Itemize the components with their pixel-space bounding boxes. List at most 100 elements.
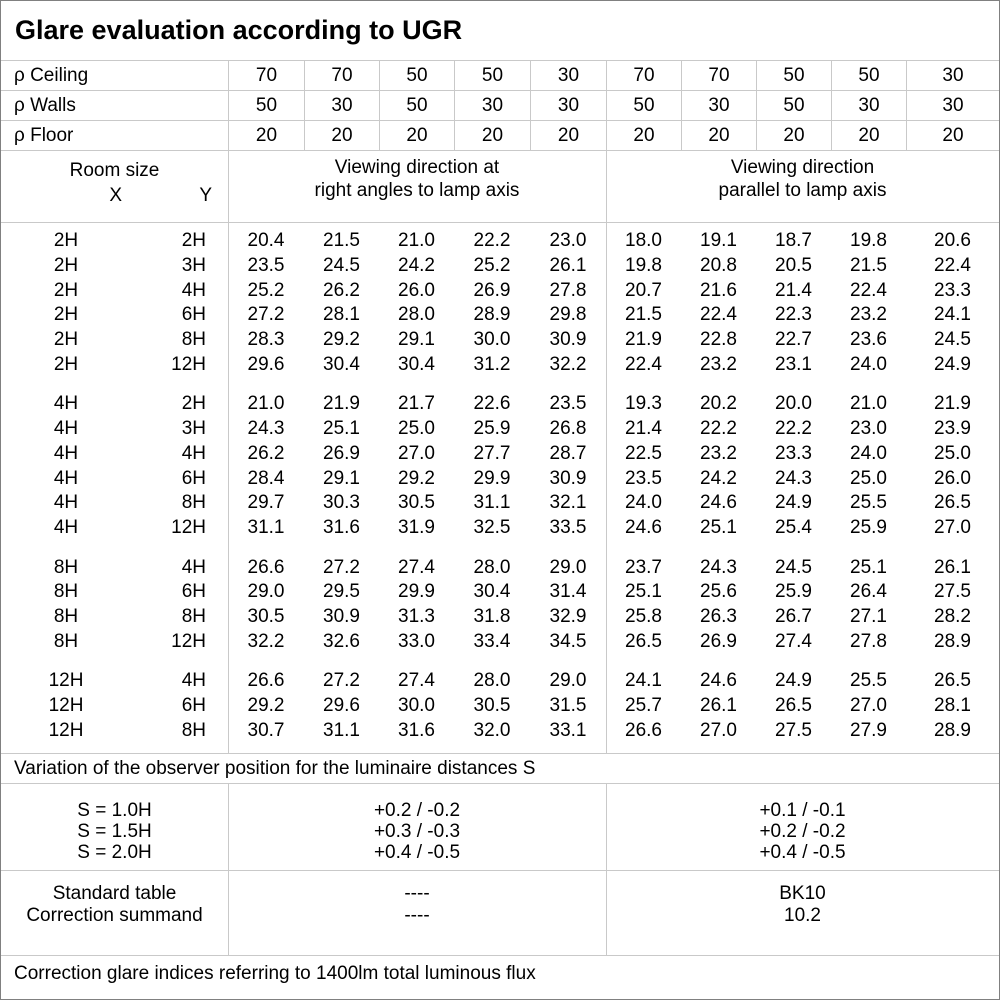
spacing-value-right-angles: +0.3 / -0.3 (373, 821, 461, 842)
ugr-value-parallel: 22.4 (700, 304, 737, 326)
ugr-value-parallel: 22.4 (850, 279, 887, 301)
room-y: 6H (181, 695, 206, 717)
ugr-value-parallel: 25.0 (934, 442, 971, 464)
room-x: 4H (53, 492, 79, 514)
room-y: 6H (181, 467, 206, 489)
room-y: 12H (171, 353, 206, 375)
ugr-value-parallel: 19.8 (850, 230, 887, 252)
room-y: 12H (171, 516, 206, 538)
ugr-value-parallel: 27.8 (850, 630, 887, 652)
ugr-value-right-angles: 30.5 (247, 605, 285, 627)
ugr-value-parallel: 28.2 (934, 605, 971, 627)
ugr-value-parallel: 25.6 (700, 581, 737, 603)
room-x: 8H (53, 556, 79, 578)
ugr-value-right-angles: 29.1 (398, 329, 435, 351)
ugr-value-parallel: 27.4 (775, 630, 812, 652)
ugr-value-parallel: 21.5 (850, 255, 887, 277)
room-x: 2H (53, 304, 79, 326)
reflectance-value: 70 (304, 61, 379, 90)
room-x: 12H (48, 695, 84, 717)
ugr-value-right-angles: 30.7 (247, 719, 285, 741)
ugr-table-row: 2H 6H 27.2 28.1 28.0 28.9 29.8 21.5 22.4 22.3 23.2… (1, 303, 999, 328)
ugr-value-parallel: 23.0 (850, 418, 887, 440)
ugr-value-parallel: 24.3 (700, 556, 737, 578)
ugr-value-parallel: 26.5 (625, 630, 662, 652)
ugr-value-right-angles: 24.2 (398, 255, 435, 277)
ugr-value-right-angles: 29.0 (549, 556, 587, 578)
ugr-value-right-angles: 27.8 (549, 279, 587, 301)
summary-row: Correction summand ---- 10.2 (1, 905, 999, 927)
variation-note: Variation of the observer position for t… (1, 754, 999, 784)
ugr-value-parallel: 26.0 (934, 467, 971, 489)
ugr-value-parallel: 24.0 (850, 353, 887, 375)
ugr-value-right-angles: 33.4 (473, 630, 511, 652)
reflectance-value: 20 (379, 121, 454, 150)
ugr-value-parallel: 22.4 (934, 255, 971, 277)
ugr-value-right-angles: 31.8 (473, 605, 511, 627)
ugr-value-right-angles: 26.2 (323, 279, 360, 301)
ugr-value-parallel: 25.0 (850, 467, 887, 489)
ugr-value-right-angles: 27.0 (398, 442, 435, 464)
ugr-value-parallel: 23.2 (700, 353, 737, 375)
ugr-value-right-angles: 32.1 (549, 492, 587, 514)
reflectance-label: ρ Ceiling (14, 64, 89, 86)
ugr-value-right-angles: 27.2 (323, 670, 360, 692)
ugr-value-right-angles: 29.5 (323, 581, 360, 603)
room-y: 4H (181, 442, 206, 464)
ugr-value-right-angles: 28.0 (473, 670, 511, 692)
ugr-value-right-angles: 25.9 (473, 418, 511, 440)
ugr-value-right-angles: 30.4 (398, 353, 435, 375)
reflectance-section: ρ Ceiling 70 70 50 50 30 70 70 50 50 30 ρ Walls 50 30… (1, 61, 999, 151)
ugr-value-parallel: 25.5 (850, 492, 887, 514)
ugr-value-parallel: 23.5 (625, 467, 662, 489)
ugr-value-parallel: 25.1 (850, 556, 887, 578)
ugr-value-right-angles: 24.5 (323, 255, 360, 277)
reflectance-row: ρ Ceiling 70 70 50 50 30 70 70 50 50 30 (1, 61, 999, 91)
ugr-value-right-angles: 29.2 (247, 695, 285, 717)
ugr-value-right-angles: 31.1 (323, 719, 360, 741)
room-y: 4H (181, 556, 206, 578)
room-y: 2H (181, 393, 206, 415)
ugr-value-right-angles: 28.4 (247, 467, 285, 489)
ugr-value-parallel: 22.3 (775, 304, 812, 326)
ugr-value-right-angles: 21.0 (398, 230, 435, 252)
room-y: 8H (181, 719, 206, 741)
spacing-label: S = 2.0H (77, 842, 152, 863)
ugr-value-right-angles: 28.0 (398, 304, 435, 326)
ugr-value-parallel: 23.2 (700, 442, 737, 464)
summary-value-parallel: 10.2 (784, 905, 821, 926)
ugr-value-right-angles: 30.9 (549, 329, 587, 351)
reflectance-value: 50 (756, 91, 831, 120)
room-x: 12H (48, 719, 84, 741)
ugr-value-right-angles: 32.2 (549, 353, 587, 375)
ugr-table-row: 4H 3H 24.3 25.1 25.0 25.9 26.8 21.4 22.2 22.2 23.0… (1, 417, 999, 442)
room-x: 4H (53, 516, 79, 538)
reflectance-value: 20 (681, 121, 756, 150)
ugr-table-row: 12H 6H 29.2 29.6 30.0 30.5 31.5 25.7 26.1 26.5 27.… (1, 694, 999, 719)
reflectance-label: ρ Walls (14, 94, 76, 116)
ugr-value-right-angles: 25.2 (247, 279, 285, 301)
ugr-value-right-angles: 23.5 (247, 255, 285, 277)
reflectance-value: 20 (606, 121, 681, 150)
ugr-value-parallel: 20.6 (934, 230, 971, 252)
ugr-value-right-angles: 21.0 (247, 393, 285, 415)
page-title: Glare evaluation according to UGR (1, 1, 999, 61)
ugr-value-parallel: 24.9 (775, 670, 812, 692)
ugr-table-row: 2H 12H 29.6 30.4 30.4 31.2 32.2 22.4 23.2 23.1 24.… (1, 352, 999, 377)
ugr-value-right-angles: 31.1 (247, 516, 285, 538)
ugr-value-right-angles: 33.5 (549, 516, 587, 538)
room-x: 8H (53, 581, 79, 603)
x-column-header: X (109, 185, 122, 206)
summary-value-right-angles: ---- (404, 883, 430, 904)
ugr-value-parallel: 22.4 (625, 353, 662, 375)
summary-value-parallel: BK10 (779, 883, 826, 904)
ugr-block: 4H 2H 21.0 21.9 21.7 22.6 23.5 19.3 20.2 20.0 21.0… (1, 392, 999, 540)
ugr-value-right-angles: 33.0 (398, 630, 435, 652)
reflectance-label: ρ Floor (14, 124, 74, 146)
reflectance-value: 70 (681, 61, 756, 90)
room-size-header: Room size X Y (1, 151, 228, 222)
ugr-value-parallel: 24.5 (775, 556, 812, 578)
spacing-value-right-angles: +0.2 / -0.2 (373, 800, 461, 821)
reflectance-value: 20 (906, 121, 999, 150)
ugr-values-section: 2H 2H 20.4 21.5 21.0 22.2 23.0 18.0 19.1 18.7 19.8… (1, 223, 999, 754)
